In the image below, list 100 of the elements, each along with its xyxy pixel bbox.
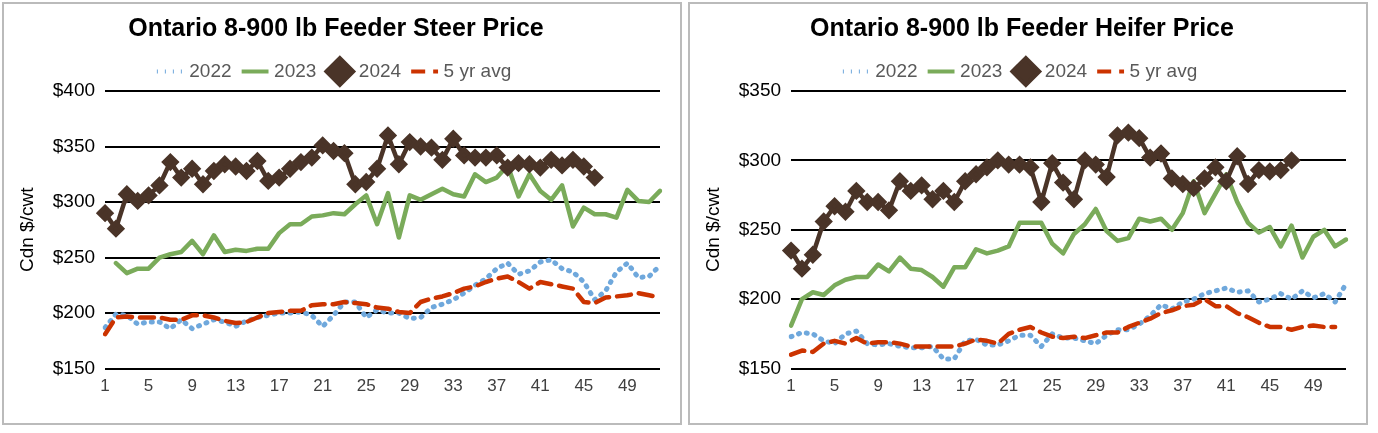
x-tick-label: 25	[1042, 376, 1062, 396]
point	[129, 192, 146, 210]
y-tick-label: $350	[738, 79, 782, 101]
x-tick-label: 29	[400, 376, 420, 396]
point	[1272, 161, 1289, 179]
point	[532, 159, 549, 176]
point	[1043, 154, 1061, 172]
x-tick-label: 29	[1086, 376, 1106, 396]
point	[1131, 129, 1148, 147]
point	[205, 162, 223, 180]
chart-title: Ontario 8-900 lb Feeder Heifer Price	[810, 12, 1234, 41]
x-tick-label: 1	[786, 376, 796, 396]
x-tick-label: 41	[1216, 376, 1236, 396]
point	[281, 160, 299, 177]
point	[1152, 145, 1170, 162]
point	[586, 169, 603, 186]
point	[162, 153, 179, 171]
point	[804, 246, 822, 264]
point	[956, 172, 974, 190]
point	[913, 177, 930, 194]
x-tick-label: 17	[955, 376, 975, 396]
point	[826, 197, 843, 215]
legend-label: 2023	[960, 59, 1003, 81]
point	[1120, 124, 1137, 141]
point	[967, 166, 985, 183]
y-axis-title: Cdn $/cwt	[701, 186, 723, 273]
legend-label: 2024	[358, 59, 402, 81]
point	[216, 156, 234, 173]
y-tick-label: $150	[52, 356, 96, 378]
point	[194, 176, 212, 193]
point	[989, 152, 1007, 169]
point	[542, 151, 560, 169]
x-tick-label: 49	[1303, 376, 1323, 396]
point	[815, 213, 832, 230]
point	[390, 156, 408, 173]
y-tick-label: $200	[738, 287, 782, 309]
x-tick-label: 33	[443, 376, 463, 396]
point	[891, 172, 909, 190]
point	[1196, 170, 1213, 187]
point	[423, 139, 440, 156]
point	[837, 203, 854, 221]
point	[118, 186, 136, 203]
point	[564, 151, 582, 169]
y-tick-label: $300	[52, 190, 96, 212]
legend-label: 2022	[189, 59, 232, 81]
y-tick-label: $150	[738, 356, 782, 378]
point	[140, 187, 157, 204]
point	[455, 147, 473, 164]
point	[1087, 156, 1104, 173]
point	[183, 160, 201, 177]
point	[575, 158, 593, 175]
point	[924, 191, 941, 208]
point	[1174, 175, 1192, 193]
x-tick-label: 1	[100, 376, 110, 396]
point	[1283, 152, 1300, 169]
point	[325, 142, 342, 160]
point	[553, 157, 571, 174]
point	[880, 202, 898, 219]
x-tick-label: 41	[530, 376, 550, 396]
point	[1239, 175, 1257, 193]
legend-label: 2023	[274, 59, 317, 81]
point	[1076, 152, 1094, 169]
point	[270, 169, 288, 186]
point	[1207, 159, 1224, 176]
point	[1065, 191, 1083, 208]
point	[1141, 149, 1159, 166]
point	[227, 158, 244, 175]
point	[357, 173, 375, 191]
point	[96, 204, 114, 222]
y-axis-title: Cdn $/cwt	[15, 186, 37, 273]
y-tick-label: $300	[738, 148, 782, 170]
point	[935, 182, 952, 200]
point	[368, 160, 386, 177]
point	[1228, 147, 1246, 165]
x-tick-label: 17	[269, 376, 289, 396]
point	[379, 127, 397, 144]
point	[1022, 159, 1039, 176]
point	[946, 193, 963, 211]
x-tick-label: 45	[574, 376, 594, 396]
point	[260, 172, 277, 190]
point	[521, 156, 538, 173]
y-tick-label: $350	[52, 134, 96, 156]
x-tick-label: 33	[1129, 376, 1149, 396]
point	[978, 159, 996, 176]
y-tick-label: $400	[52, 79, 96, 101]
line-series	[788, 296, 1338, 357]
x-tick-label: 9	[187, 376, 197, 396]
x-tick-label: 37	[487, 376, 507, 396]
point	[1163, 170, 1181, 187]
point	[499, 159, 516, 176]
x-tick-label: 5	[143, 376, 154, 396]
point	[401, 133, 418, 151]
x-tick-label: 45	[1260, 376, 1280, 396]
x-tick-label: 9	[873, 376, 883, 396]
legend-label: 2022	[875, 59, 918, 81]
point	[1054, 174, 1072, 191]
point	[238, 162, 255, 180]
legend-label: 5 yr avg	[1129, 59, 1198, 81]
point	[107, 220, 125, 237]
point	[1033, 193, 1050, 211]
